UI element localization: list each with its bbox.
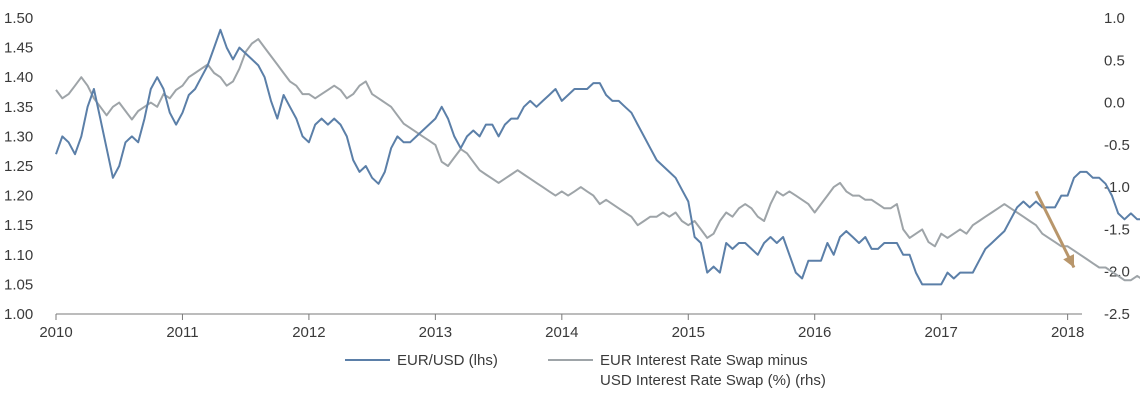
swap-spread-series-group: [55, 38, 1140, 282]
legend-swap-spread-label-line1: EUR Interest Rate Swap minus: [600, 352, 808, 369]
y-left-tick-label: 1.15: [4, 217, 33, 234]
x-tick-label: 2014: [545, 324, 578, 341]
x-tick-label: 2018: [1051, 324, 1084, 341]
y-left-tick-label: 1.05: [4, 276, 33, 293]
y-left-tick-label: 1.45: [4, 40, 33, 57]
x-tick-label: 2013: [419, 324, 452, 341]
x-tick-label: 2012: [292, 324, 325, 341]
legend-eur-usd-label: EUR/USD (lhs): [397, 352, 498, 369]
y-left-tick-label: 1.20: [4, 188, 33, 205]
legend-swap-spread-label-line2: USD Interest Rate Swap (%) (rhs): [600, 372, 826, 389]
trend-arrow-shaft: [1034, 190, 1076, 269]
eur-usd-line: [55, 28, 1140, 286]
x-tick-label: 2015: [672, 324, 705, 341]
y-right-tick-label: -2.5: [1104, 306, 1130, 323]
y-left-tick-label: 1.10: [4, 247, 33, 264]
y-left-tick-label: 1.25: [4, 158, 33, 175]
y-left-tick-label: 1.50: [4, 10, 33, 27]
y-left-tick-label: 1.30: [4, 128, 33, 145]
y-right-tick-label: 1.0: [1104, 10, 1125, 27]
y-right-tick-label: -0.5: [1104, 137, 1130, 154]
y-left-tick-label: 1.35: [4, 99, 33, 116]
y-left-tick-label: 1.00: [4, 306, 33, 323]
y-right-tick-label: -2.0: [1104, 264, 1130, 281]
trend-arrow-head: [1063, 254, 1074, 268]
x-tick-label: 2017: [924, 324, 957, 341]
y-right-tick-label: -1.5: [1104, 221, 1130, 238]
x-tick-label: 2016: [798, 324, 831, 341]
y-left-tick-label: 1.40: [4, 69, 33, 86]
legend: EUR/USD (lhs) EUR Interest Rate Swap min…: [345, 352, 826, 389]
axes-group: 2010 2011 2012 2013 2014 2015 2016 2017 20181.00…: [4, 10, 1130, 341]
x-tick-label: 2010: [39, 324, 72, 341]
annotation-group: [1034, 190, 1076, 269]
eur-usd-series-group: [55, 28, 1140, 286]
swap-spread-line: [55, 38, 1140, 282]
y-right-tick-label: 0.5: [1104, 52, 1125, 69]
x-tick-label: 2011: [166, 324, 198, 341]
y-right-tick-label: 0.0: [1104, 95, 1125, 112]
